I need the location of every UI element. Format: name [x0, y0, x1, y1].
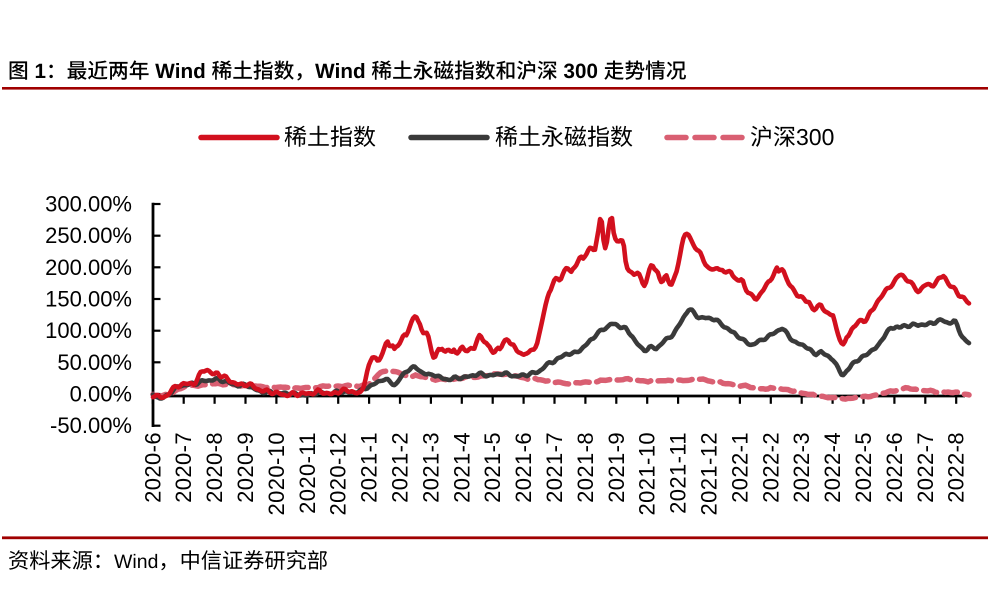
svg-text:2020-6: 2020-6: [140, 432, 165, 503]
svg-text:2021-8: 2021-8: [573, 432, 598, 503]
svg-text:2022-2: 2022-2: [758, 432, 783, 503]
svg-text:-50.00%: -50.00%: [50, 413, 132, 438]
svg-text:2021-9: 2021-9: [604, 432, 629, 503]
svg-text:2020-11: 2020-11: [295, 432, 320, 514]
svg-text:2020-8: 2020-8: [202, 432, 227, 503]
svg-text:250.00%: 250.00%: [45, 223, 132, 248]
svg-text:2021-5: 2021-5: [480, 432, 505, 503]
svg-text:2022-1: 2022-1: [727, 432, 752, 503]
svg-text:2022-8: 2022-8: [944, 432, 969, 503]
svg-text:2021-3: 2021-3: [418, 432, 443, 503]
svg-text:2022-7: 2022-7: [913, 432, 938, 503]
svg-text:300.00%: 300.00%: [45, 192, 132, 217]
svg-text:2021-12: 2021-12: [697, 432, 722, 516]
svg-text:2021-6: 2021-6: [511, 432, 536, 503]
svg-text:2020-7: 2020-7: [171, 432, 196, 503]
svg-text:2021-2: 2021-2: [388, 432, 413, 503]
svg-text:2022-5: 2022-5: [851, 432, 876, 503]
svg-text:2021-7: 2021-7: [542, 432, 567, 503]
svg-text:2022-6: 2022-6: [882, 432, 907, 503]
svg-text:0.00%: 0.00%: [70, 382, 132, 407]
svg-text:100.00%: 100.00%: [45, 318, 132, 343]
svg-text:200.00%: 200.00%: [45, 255, 132, 280]
svg-text:2022-4: 2022-4: [820, 432, 845, 503]
svg-text:2021-4: 2021-4: [449, 432, 474, 503]
svg-text:2021-11: 2021-11: [666, 432, 691, 514]
svg-text:2020-10: 2020-10: [264, 432, 289, 516]
svg-text:2020-12: 2020-12: [326, 432, 351, 516]
svg-text:2021-10: 2021-10: [635, 432, 660, 516]
svg-text:50.00%: 50.00%: [57, 350, 132, 375]
svg-text:2022-3: 2022-3: [789, 432, 814, 503]
svg-text:2020-9: 2020-9: [233, 432, 258, 503]
svg-text:150.00%: 150.00%: [45, 287, 132, 312]
svg-text:2021-1: 2021-1: [357, 432, 382, 503]
